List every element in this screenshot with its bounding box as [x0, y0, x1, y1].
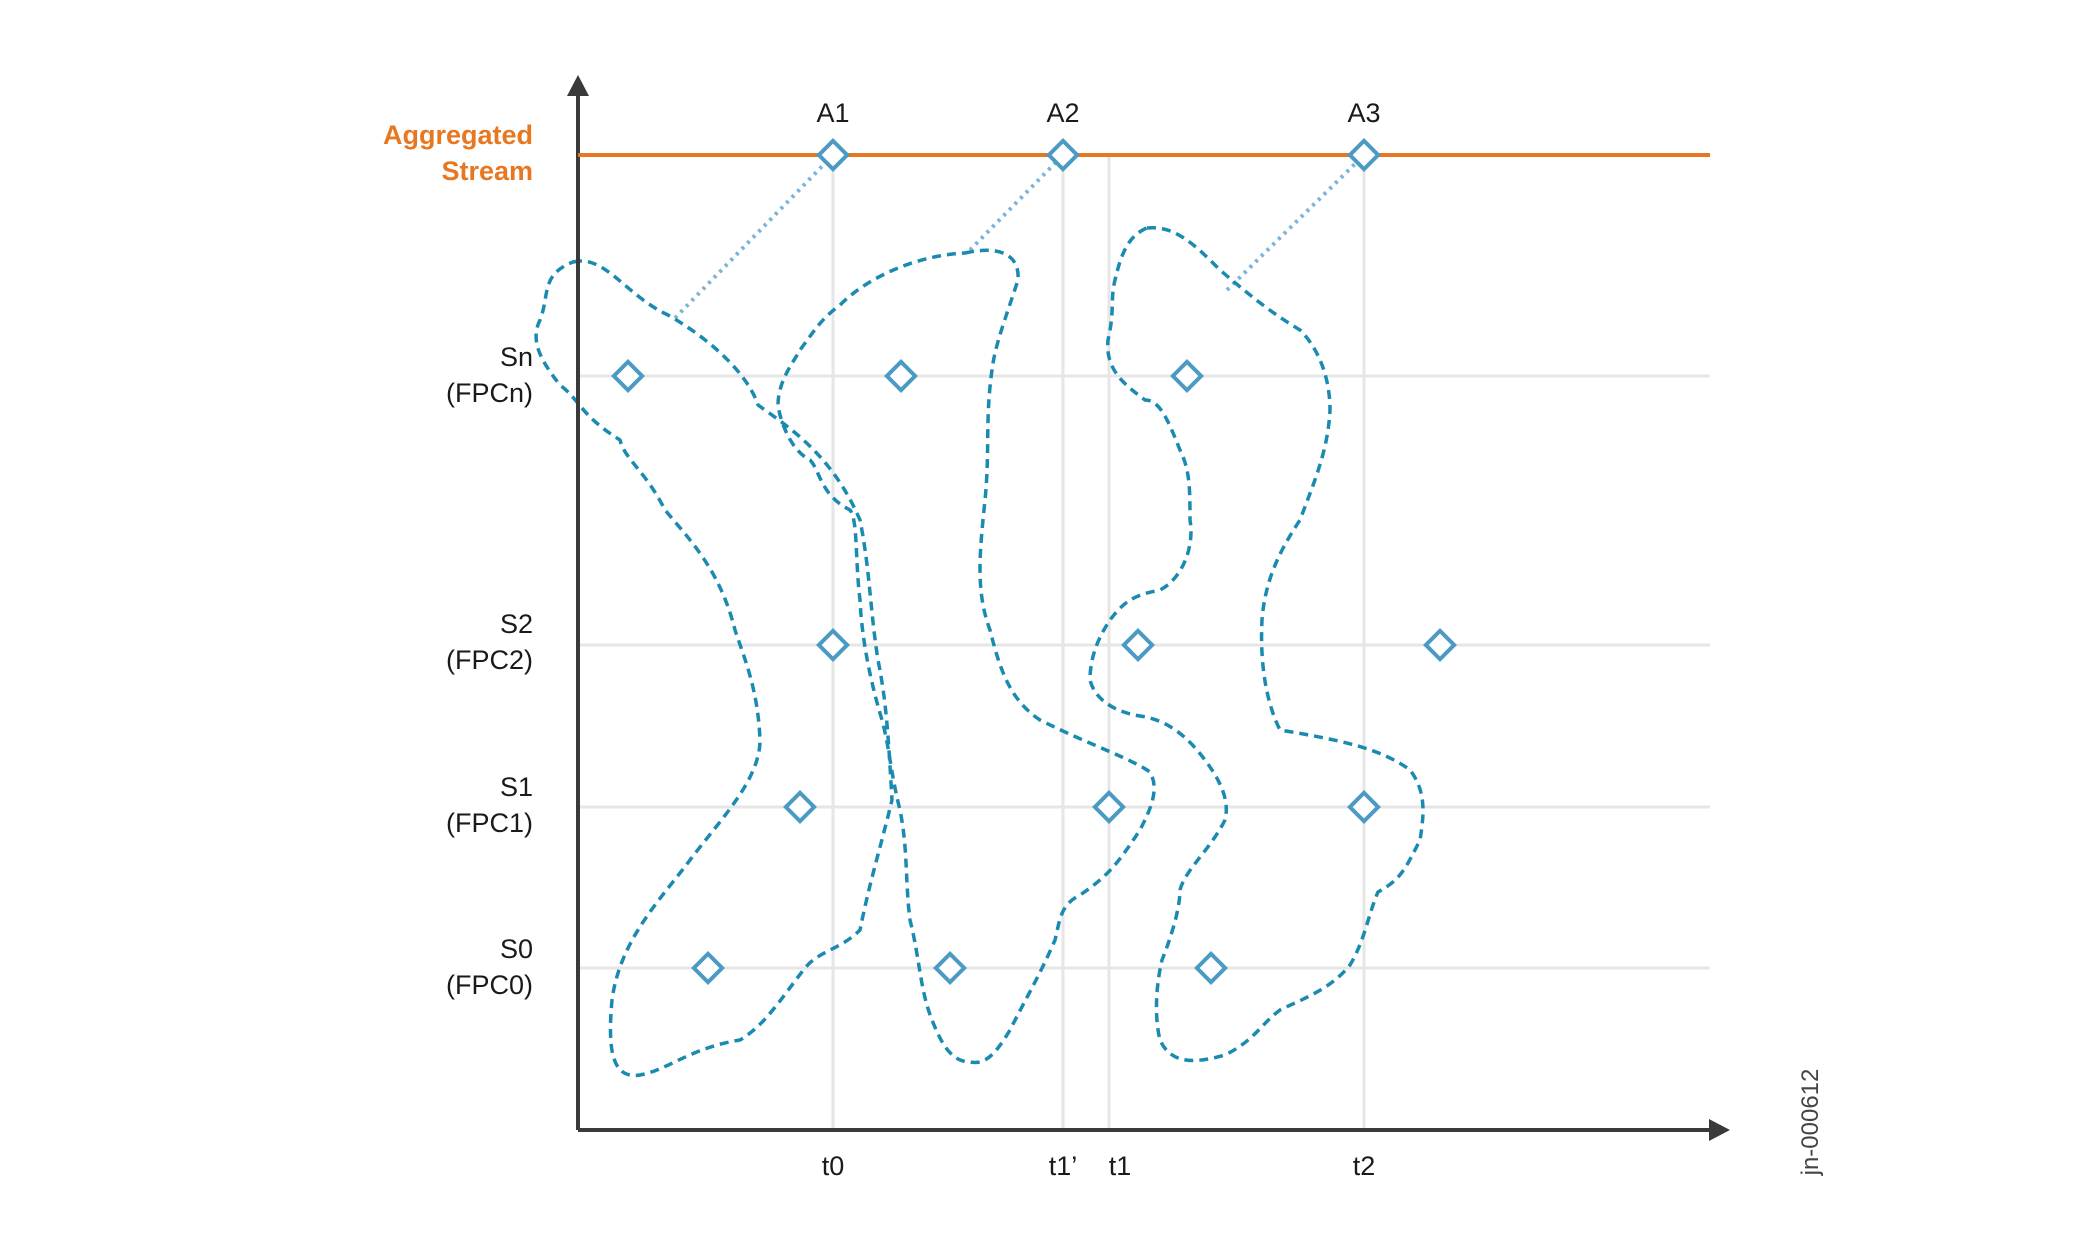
group-outline-1: [534, 259, 894, 1078]
event-markers: [611, 138, 1457, 985]
stream-fpc-label-s0: (FPC0): [446, 970, 533, 1000]
axes: [567, 75, 1730, 1141]
event-marker-s1-3: [1347, 790, 1381, 824]
event-marker-s1-1: [783, 790, 817, 824]
group-outline-2: [776, 248, 1156, 1065]
event-marker-s0-2: [933, 951, 967, 985]
event-marker-s2-3: [1423, 628, 1457, 662]
event-marker-s2-1: [816, 628, 850, 662]
time-label-t1-prime: t1’: [1049, 1151, 1078, 1181]
aggregated-stream-label-line2: Stream: [441, 156, 533, 186]
connector-a1: [673, 153, 835, 320]
event-marker-sn-2: [884, 359, 918, 393]
stream-fpc-label-sn: (FPCn): [446, 378, 533, 408]
stream-fpc-label-s1: (FPC1): [446, 808, 533, 838]
aggregated-stream-label-line1: Aggregated: [383, 120, 533, 150]
aggregate-connectors: [673, 153, 1366, 320]
stream-fpc-label-s2: (FPC2): [446, 645, 533, 675]
stream-label-s0: S0: [500, 934, 533, 964]
aggregate-marker-a2: [1046, 138, 1080, 172]
event-marker-s2-2: [1121, 628, 1155, 662]
connector-a3: [1225, 153, 1366, 292]
event-marker-s0-3: [1194, 951, 1228, 985]
stream-label-sn: Sn: [500, 342, 533, 372]
stream-label-s1: S1: [500, 772, 533, 802]
event-marker-s1-2: [1092, 790, 1126, 824]
time-label-t0: t0: [822, 1151, 845, 1181]
aggregate-label-a3: A3: [1347, 98, 1380, 128]
stream-label-s2: S2: [500, 609, 533, 639]
event-groups: [534, 226, 1425, 1078]
aggregate-label-a1: A1: [816, 98, 849, 128]
event-marker-sn-1: [611, 359, 645, 393]
y-axis-arrow: [567, 75, 589, 96]
aggregate-label-a2: A2: [1046, 98, 1079, 128]
event-marker-s0-1: [691, 951, 725, 985]
aggregate-marker-a3: [1347, 138, 1381, 172]
aggregate-marker-a1: [816, 138, 850, 172]
x-axis-arrow: [1709, 1119, 1730, 1141]
time-label-t1: t1: [1109, 1151, 1132, 1181]
time-label-t2: t2: [1353, 1151, 1376, 1181]
event-marker-sn-3: [1170, 359, 1204, 393]
connector-a2: [968, 153, 1065, 252]
figure-id: jn-000612: [1797, 1069, 1824, 1177]
